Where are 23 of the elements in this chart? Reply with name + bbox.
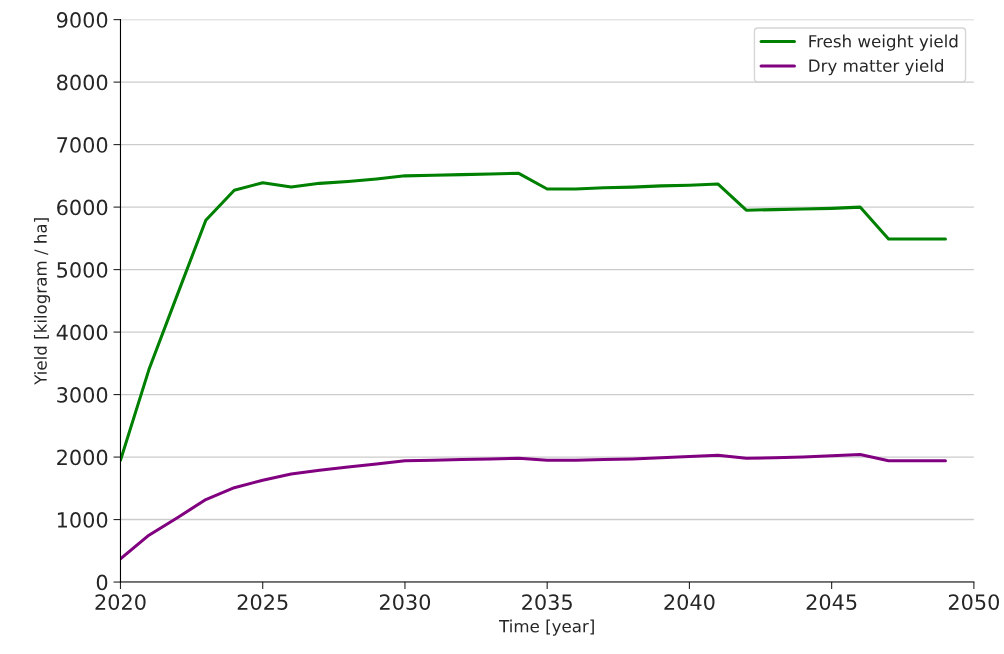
- y-tick-label: 7000: [57, 137, 108, 153]
- x-tick-label: 2035: [522, 594, 572, 610]
- line-series: [120, 453, 947, 561]
- y-axis-title: Yield [kilogram / ha]: [33, 218, 51, 385]
- y-tick-label: 0: [96, 574, 108, 591]
- y-tick-label: 4000: [56, 324, 108, 341]
- y-tick-label: 9000: [56, 12, 108, 28]
- y-tick-label: 6000: [57, 199, 108, 216]
- x-tick-label: 2025: [237, 594, 288, 610]
- line-series: [120, 171, 947, 462]
- x-tick-label: 2020: [95, 594, 146, 610]
- y-tick-label: 5000: [57, 262, 108, 278]
- legend-label: Dry matter yield: [809, 59, 943, 76]
- legend-label: Fresh weight yield: [809, 34, 958, 51]
- y-tick-label: 1000: [57, 512, 108, 528]
- x-tick-label: 2045: [806, 594, 857, 610]
- x-axis-title: Time [year]: [499, 619, 594, 636]
- y-tick-label: 3000: [57, 387, 108, 403]
- x-tick-label: 2030: [379, 594, 431, 610]
- x-tick-label: 2050: [948, 594, 1000, 610]
- x-tick-label: 2040: [664, 594, 715, 610]
- y-tick-label: 2000: [57, 449, 108, 466]
- y-tick-label: 8000: [57, 74, 108, 91]
